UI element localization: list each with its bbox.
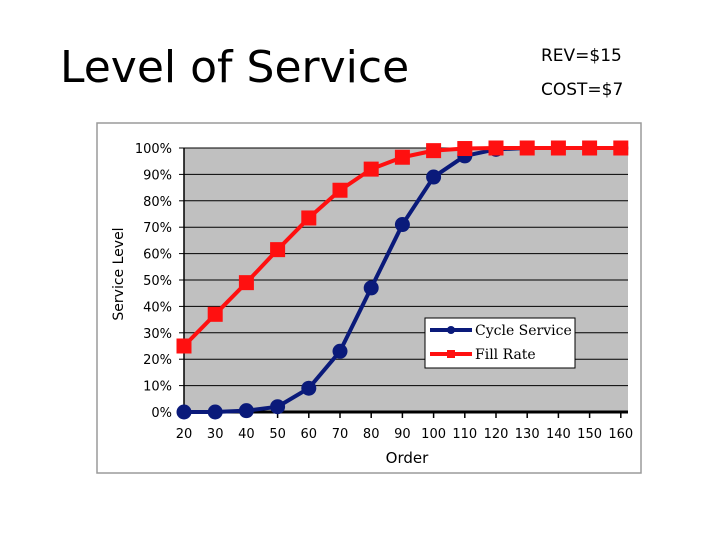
y-axis-title: Service Level [111, 227, 127, 320]
x-tick-label: 110 [452, 427, 477, 442]
y-tick-label: 100% [135, 142, 172, 157]
legend-label-cycle-service: Cycle Service [475, 323, 572, 339]
x-tick-label: 60 [301, 427, 318, 442]
fill-rate-point [613, 140, 629, 156]
fill-rate-point [582, 140, 598, 156]
cycle-service-point [426, 169, 442, 185]
x-tick-label: 150 [577, 427, 602, 442]
series-layer [176, 140, 629, 420]
fill-rate-point [207, 306, 223, 322]
cycle-service-point [394, 217, 410, 233]
y-tick-label: 90% [143, 168, 172, 183]
legend: Cycle Service Fill Rate [424, 317, 576, 369]
legend-label-fill-rate: Fill Rate [475, 347, 536, 363]
fill-rate-point [488, 140, 504, 156]
cycle-service-point [332, 343, 348, 359]
x-tick-label: 40 [238, 427, 255, 442]
y-tick-label: 50% [143, 274, 172, 289]
x-tick-label: 130 [515, 427, 540, 442]
revenue-note: REV=$15 [541, 46, 622, 66]
fill-rate-point [457, 141, 473, 157]
cycle-service-point [363, 280, 379, 296]
fill-rate-point [550, 140, 566, 156]
axes: 0% 10% 20% 30% 40% 50% 60% 70% 80% 90% 100% 20 30 40 5… [135, 142, 633, 442]
fill-rate-point [176, 338, 192, 354]
y-tick-label: 40% [143, 300, 172, 315]
cycle-service-point [270, 399, 286, 415]
x-tick-label: 70 [332, 427, 349, 442]
y-tick-label: 20% [143, 353, 172, 368]
x-tick-label: 120 [484, 427, 509, 442]
x-tick-label: 20 [176, 427, 193, 442]
x-axis-title: Order [386, 449, 429, 467]
fill-rate-point [332, 182, 348, 198]
fill-rate-point [238, 275, 254, 291]
cost-note: COST=$7 [541, 80, 624, 100]
y-tick-label: 80% [143, 195, 172, 210]
legend-marker-cycle-service [447, 326, 455, 334]
cycle-service-point [238, 403, 254, 419]
fill-rate-point [426, 143, 442, 159]
fill-rate-point [301, 210, 317, 226]
cycle-service-point [301, 380, 317, 396]
x-tick-label: 160 [608, 427, 633, 442]
fill-rate-point [363, 161, 379, 177]
y-tick-label: 60% [143, 248, 172, 263]
x-tick-label: 30 [207, 427, 224, 442]
cycle-service-point [176, 404, 192, 420]
page-title: Level of Service [60, 42, 410, 93]
x-tick-label: 50 [269, 427, 286, 442]
x-tick-label: 100 [421, 427, 446, 442]
x-tick-label: 140 [546, 427, 571, 442]
fill-rate-point [394, 149, 410, 165]
y-tick-label: 0% [151, 406, 172, 421]
y-tick-label: 30% [143, 327, 172, 342]
y-tick-label: 70% [143, 221, 172, 236]
x-tick-label: 90 [394, 427, 411, 442]
y-tick-label: 10% [143, 380, 172, 395]
fill-rate-point [270, 242, 286, 258]
cycle-service-point [207, 404, 223, 420]
x-tick-label: 80 [363, 427, 380, 442]
legend-marker-fill-rate [447, 350, 455, 358]
fill-rate-point [519, 140, 535, 156]
